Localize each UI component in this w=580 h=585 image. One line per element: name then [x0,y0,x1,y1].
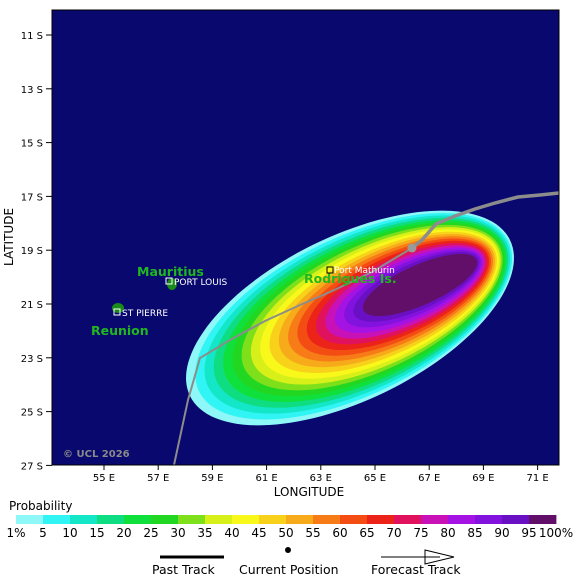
latitude-tick-label: 17 S [21,192,43,203]
colorbar-label: 100% [539,526,573,540]
colorbar-segment [340,515,368,524]
colorbar-label: 25 [143,526,158,540]
st-pierre-marker [113,308,121,316]
colorbar-label: 10 [62,526,77,540]
probability-swath [186,210,514,426]
colorbar-label: 50 [278,526,293,540]
longitude-tick-label: 59 E [201,473,223,484]
colorbar-segment [313,515,341,524]
colorbar-segment [259,515,287,524]
reunion-island [112,303,124,313]
longitude-tick-label: 57 E [147,473,169,484]
longitude-tick-label: 67 E [418,473,440,484]
current-position-marker [407,243,417,253]
probability-contour [362,253,478,317]
latitude-tick-label: 27 S [21,461,43,472]
islands [112,266,334,316]
current-position-key-dot [285,547,291,553]
probability-legend-title: Probability [9,499,72,513]
forecast-track-key-arrowhead [424,549,455,565]
colorbar-segment [502,515,530,524]
latitude-tick-label: 25 S [21,408,43,419]
colorbar-segment [286,515,314,524]
st-pierre-label: ST PIERRE [122,309,168,319]
colorbar-label: 60 [332,526,347,540]
colorbar-label: 35 [197,526,212,540]
colorbar-segment [43,515,71,524]
forecast-track-key-label: Forecast Track [371,562,461,577]
probability-colorbar [16,515,557,524]
colorbar-segment [70,515,98,524]
x-axis-title: LONGITUDE [274,485,344,499]
copyright-text: © UCL 2026 [63,449,130,460]
colorbar-segment [205,515,233,524]
colorbar-segment [16,515,44,524]
latitude-axis: 11 S 13 S 15 S 17 S 19 S 21 S 23 S 25 S 27 S [21,31,52,472]
longitude-axis: 55 E 57 E 59 E 61 E 63 E 65 E 67 E 69 E 71 E [93,465,549,484]
track-lines [173,191,559,465]
colorbar-segment [232,515,260,524]
port-mathurin-marker [326,266,334,274]
colorbar-segment [421,515,449,524]
longitude-tick-label: 65 E [364,473,386,484]
past-track-line [410,191,559,250]
colorbar-label: 55 [305,526,320,540]
rodrigues-label: Rodrigues Is. [304,271,397,286]
colorbar-segment [367,515,395,524]
longitude-tick-label: 71 E [526,473,548,484]
colorbar-label: 5 [39,526,47,540]
latitude-tick-label: 23 S [21,354,43,365]
colorbar-segment [178,515,206,524]
colorbar-label: 40 [224,526,239,540]
latitude-tick-label: 13 S [21,85,43,96]
colorbar-label: 65 [359,526,374,540]
colorbar-label: 1% [6,526,25,540]
colorbar-segment [151,515,179,524]
colorbar-label: 85 [467,526,482,540]
longitude-tick-label: 63 E [310,473,332,484]
past-track-key-label: Past Track [152,562,215,577]
longitude-tick-label: 55 E [93,473,115,484]
colorbar-label: 90 [494,526,509,540]
colorbar-segment [529,515,557,524]
port-louis-marker [165,277,173,285]
colorbar-label: 30 [170,526,185,540]
colorbar-segment [475,515,503,524]
colorbar-segment [97,515,125,524]
forecast-track-line [173,247,413,465]
colorbar-label: 15 [89,526,104,540]
mauritius-label: Mauritius [137,264,204,279]
track-key: Past Track Current Position Forecast Tra… [152,547,461,577]
latitude-tick-label: 15 S [21,139,43,150]
latitude-tick-label: 11 S [21,31,43,42]
colorbar-label: 80 [440,526,455,540]
colorbar-segment [448,515,476,524]
longitude-tick-label: 61 E [255,473,277,484]
colorbar-segment [394,515,422,524]
current-position-key-label: Current Position [239,562,339,577]
y-axis-title: LATITUDE [2,208,16,266]
colorbar-segment [124,515,152,524]
colorbar-label: 70 [386,526,401,540]
port-mathurin-label: Port Mathurin [334,266,395,276]
probability-colorbar-labels: 1% 5 10 15 20 25 30 35 40 45 50 55 60 65 70 75 80 85 90 95 1… [6,526,573,540]
colorbar-label: 95 [521,526,536,540]
latitude-tick-label: 19 S [21,246,43,257]
latitude-tick-label: 21 S [21,300,43,311]
colorbar-label: 75 [413,526,428,540]
colorbar-label: 20 [116,526,131,540]
map-frame [51,9,560,466]
reunion-label: Reunion [91,323,149,338]
longitude-tick-label: 69 E [472,473,494,484]
port-louis-label: PORT LOUIS [174,278,227,288]
colorbar-label: 45 [251,526,266,540]
